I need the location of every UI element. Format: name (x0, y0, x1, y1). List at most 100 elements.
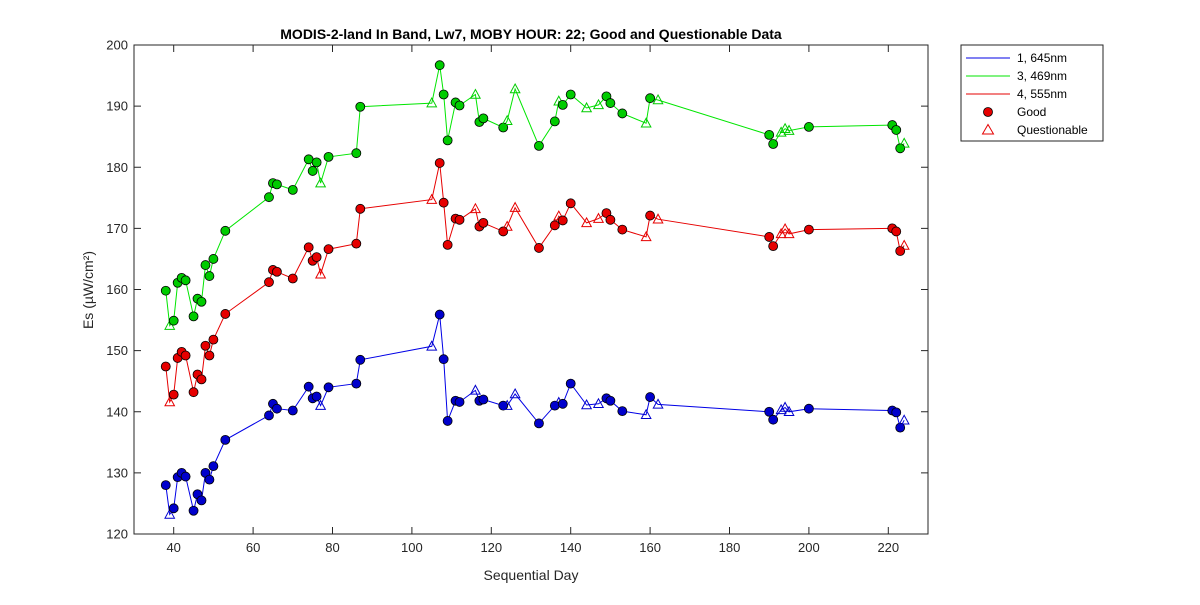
questionable-point (640, 408, 652, 420)
y-tick-label: 150 (106, 343, 128, 358)
good-point (804, 403, 814, 414)
questionable-point (580, 398, 593, 410)
y-tick-label: 120 (106, 527, 128, 542)
good-point (557, 215, 568, 226)
chart-title: MODIS-2-land In Band, Lw7, MOBY HOUR: 22… (280, 26, 782, 42)
questionable-point (509, 387, 521, 399)
good-point (188, 505, 199, 516)
questionable-point (592, 98, 605, 110)
good-point (272, 179, 282, 190)
good-point (557, 100, 568, 110)
legend-questionable-marker (981, 123, 995, 135)
y-axis-ticks: 120 130 140 150 160 170 180 190 200 (106, 38, 928, 542)
good-point (438, 89, 449, 100)
good-point (434, 309, 445, 320)
good-point (549, 220, 560, 231)
good-point (478, 217, 489, 228)
good-point (160, 480, 171, 491)
good-point (764, 129, 775, 140)
good-point (565, 378, 576, 389)
questionable-point (652, 213, 664, 224)
legend-label-469nm: 3, 469nm (1017, 69, 1067, 83)
good-point (196, 374, 207, 385)
x-tick-label: 80 (325, 540, 339, 555)
legend-label-questionable: Questionable (1017, 123, 1088, 137)
x-tick-label: 40 (166, 540, 180, 555)
good-point (534, 140, 544, 151)
questionable-point (898, 137, 910, 148)
good-point (323, 382, 334, 393)
legend-good-marker (983, 107, 993, 117)
series-4-555nm (160, 158, 910, 407)
questionable-point (164, 508, 176, 519)
questionable-point (775, 403, 787, 415)
good-point (287, 405, 298, 416)
questionable-point (469, 88, 482, 99)
good-point (160, 361, 171, 372)
good-point (311, 252, 322, 263)
questionable-point (652, 398, 664, 409)
y-tick-label: 200 (106, 38, 128, 53)
questionable-point (640, 230, 652, 242)
series-3-469nm (160, 60, 910, 330)
plot-area (134, 45, 928, 534)
good-point (220, 434, 231, 445)
x-tick-label: 60 (246, 540, 260, 555)
good-point (351, 378, 362, 389)
good-point (764, 232, 775, 242)
good-point (804, 122, 814, 132)
good-point (168, 315, 179, 326)
good-point (498, 226, 509, 237)
good-point (196, 495, 207, 506)
good-point (303, 242, 314, 253)
questionable-point (783, 227, 795, 239)
good-point (605, 395, 616, 406)
questionable-point (580, 101, 593, 113)
good-point (891, 407, 902, 418)
y-tick-label: 140 (106, 404, 128, 419)
questionable-point (501, 114, 513, 126)
questionable-point (779, 401, 791, 412)
good-point (804, 224, 814, 235)
good-point (264, 277, 274, 288)
y-tick-label: 160 (106, 282, 128, 297)
legend-box (960, 44, 1104, 142)
questionable-point (783, 405, 795, 416)
good-point (434, 60, 445, 71)
questionable-point (426, 97, 438, 108)
questionable-point (509, 201, 521, 212)
good-point (204, 350, 215, 361)
good-point (208, 461, 219, 472)
questionable-point (640, 117, 652, 128)
good-point (180, 275, 191, 286)
good-point (180, 471, 191, 482)
good-point (287, 273, 298, 284)
good-point (204, 474, 215, 485)
good-point (605, 214, 616, 225)
good-point (303, 381, 314, 392)
good-point (355, 101, 366, 112)
good-point (891, 226, 902, 237)
y-tick-label: 130 (106, 465, 128, 480)
questionable-point (898, 414, 910, 425)
good-point (200, 260, 211, 270)
good-point (454, 100, 465, 111)
questionable-point (783, 124, 795, 135)
good-point (220, 309, 231, 319)
good-point (454, 214, 465, 225)
good-point (264, 410, 274, 421)
good-point (196, 296, 207, 307)
questionable-point (898, 239, 910, 250)
series-1-645nm (160, 309, 910, 519)
good-point (645, 93, 655, 104)
good-point (478, 394, 489, 405)
questionable-point (775, 126, 787, 137)
good-point (355, 203, 366, 214)
good-point (355, 354, 366, 365)
questionable-point (469, 202, 482, 214)
x-tick-label: 100 (401, 540, 423, 555)
good-point (220, 225, 231, 236)
good-point (895, 143, 906, 154)
x-axis-label: Sequential Day (484, 567, 579, 583)
